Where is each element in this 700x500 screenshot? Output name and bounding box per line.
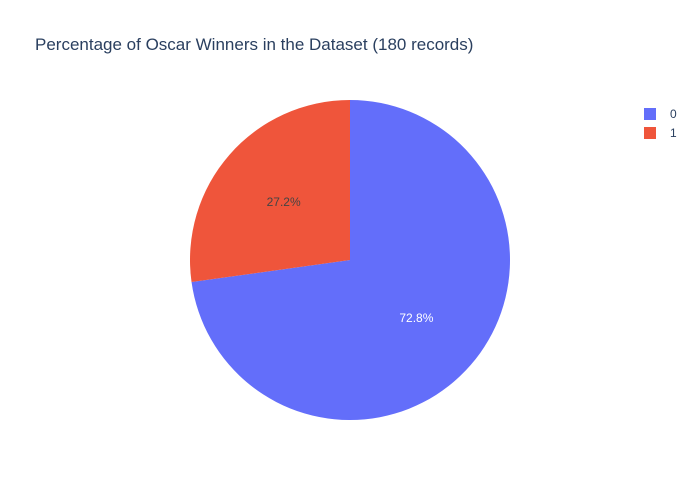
legend-label: 0 xyxy=(670,107,677,121)
slice-percentage-label: 27.2% xyxy=(267,195,301,209)
legend-swatch xyxy=(644,108,656,120)
legend: 01 xyxy=(644,107,677,140)
legend-item-0[interactable]: 0 xyxy=(644,107,677,121)
legend-item-1[interactable]: 1 xyxy=(644,126,677,140)
legend-label: 1 xyxy=(670,126,677,140)
chart-title: Percentage of Oscar Winners in the Datas… xyxy=(35,35,473,54)
pie-slice-1[interactable] xyxy=(190,100,350,283)
legend-swatch xyxy=(644,127,656,139)
pie-slice-0[interactable] xyxy=(191,100,510,420)
pie-slices xyxy=(190,100,510,420)
pie-slice-labels: 72.8% 27.2% xyxy=(267,195,434,325)
slice-percentage-label: 72.8% xyxy=(399,311,433,325)
